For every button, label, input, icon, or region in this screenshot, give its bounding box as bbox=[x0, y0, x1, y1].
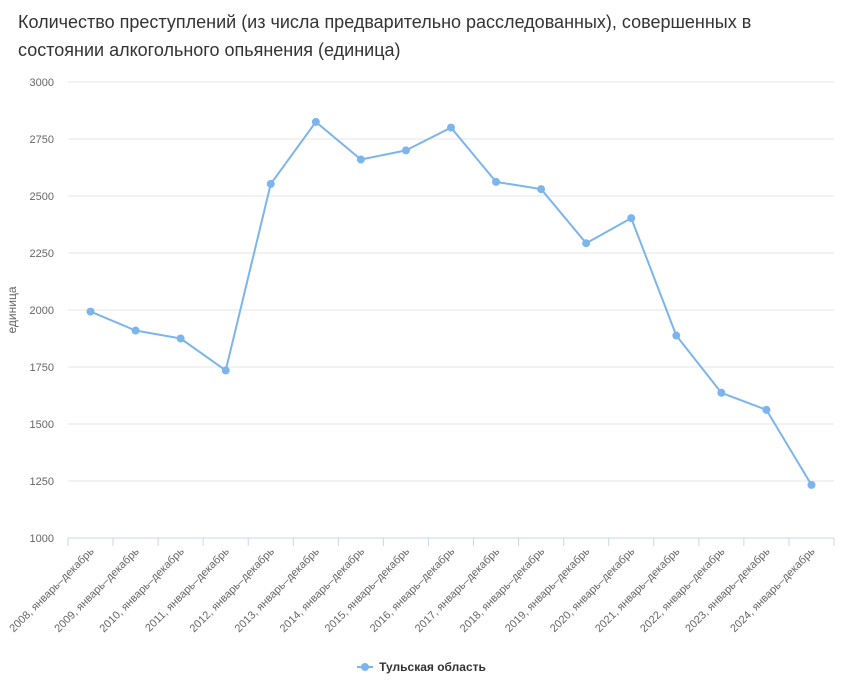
x-tick-label: 2020, январь–декабрь bbox=[548, 545, 637, 634]
x-tick-label: 2011, январь–декабрь bbox=[143, 545, 232, 634]
y-tick-label: 3000 bbox=[30, 77, 54, 89]
data-point[interactable] bbox=[131, 326, 140, 335]
y-tick-label: 2750 bbox=[30, 134, 54, 146]
data-point[interactable] bbox=[582, 239, 591, 248]
data-point[interactable] bbox=[221, 366, 230, 375]
x-tick-label: 2021, январь–декабрь bbox=[593, 545, 682, 634]
series-line bbox=[90, 120, 813, 486]
y-tick-label: 1250 bbox=[30, 476, 54, 488]
x-tick-label: 2010, январь–декабрь bbox=[97, 545, 186, 634]
data-point[interactable] bbox=[176, 334, 185, 343]
y-axis-ticks: 1000 1250 1500 1750 2000 2250 2500 2750 3000 bbox=[30, 77, 54, 545]
data-point[interactable] bbox=[672, 331, 681, 340]
data-point[interactable] bbox=[86, 307, 95, 316]
data-point[interactable] bbox=[627, 214, 636, 223]
x-tick-label: 2013, январь–декабрь bbox=[233, 545, 322, 634]
x-tick-label: 2009, январь–декабрь bbox=[52, 545, 141, 634]
x-tick-label: 2015, январь–декабрь bbox=[323, 545, 412, 634]
legend-marker-icon bbox=[357, 662, 374, 672]
y-axis-title: единица bbox=[5, 286, 19, 333]
data-point[interactable] bbox=[537, 185, 546, 194]
y-tick-label: 1500 bbox=[30, 419, 54, 431]
data-point[interactable] bbox=[762, 405, 771, 414]
data-point[interactable] bbox=[311, 117, 320, 126]
chart-title: Количество преступлений (из числа предва… bbox=[18, 12, 752, 60]
y-tick-label: 2250 bbox=[30, 248, 54, 260]
data-point[interactable] bbox=[717, 388, 726, 397]
grid-lines bbox=[68, 81, 834, 539]
x-tick-label: 2022, январь–декабрь bbox=[638, 545, 727, 634]
x-tick-label: 2024, январь–декабрь bbox=[728, 545, 817, 634]
data-point[interactable] bbox=[356, 155, 365, 164]
y-tick-label: 1750 bbox=[30, 362, 54, 374]
x-tick-label: 2008, январь–декабрь bbox=[7, 545, 96, 634]
x-tick-label: 2012, январь–декабрь bbox=[188, 545, 277, 634]
data-point[interactable] bbox=[807, 480, 816, 489]
x-tick-label: 2017, январь–декабрь bbox=[413, 545, 502, 634]
legend: Тульская область bbox=[0, 660, 843, 675]
x-tick-label: 2014, январь–декабрь bbox=[278, 545, 367, 634]
x-tick-label: 2019, январь–декабрь bbox=[503, 545, 592, 634]
legend-label: Тульская область bbox=[379, 660, 486, 674]
x-tick-label: 2023, январь–декабрь bbox=[683, 545, 772, 634]
series-layer bbox=[86, 117, 816, 489]
data-point[interactable] bbox=[401, 146, 410, 155]
y-tick-label: 2000 bbox=[30, 305, 54, 317]
y-tick-label: 1000 bbox=[30, 533, 54, 545]
x-tick-label: 2018, январь–декабрь bbox=[458, 545, 547, 634]
legend-item-tula[interactable]: Тульская область bbox=[357, 660, 486, 674]
y-tick-label: 2500 bbox=[30, 191, 54, 203]
data-point[interactable] bbox=[492, 177, 501, 186]
data-point[interactable] bbox=[266, 179, 275, 188]
data-point[interactable] bbox=[447, 123, 455, 132]
x-tick-label: 2016, январь–декабрь bbox=[368, 545, 457, 634]
